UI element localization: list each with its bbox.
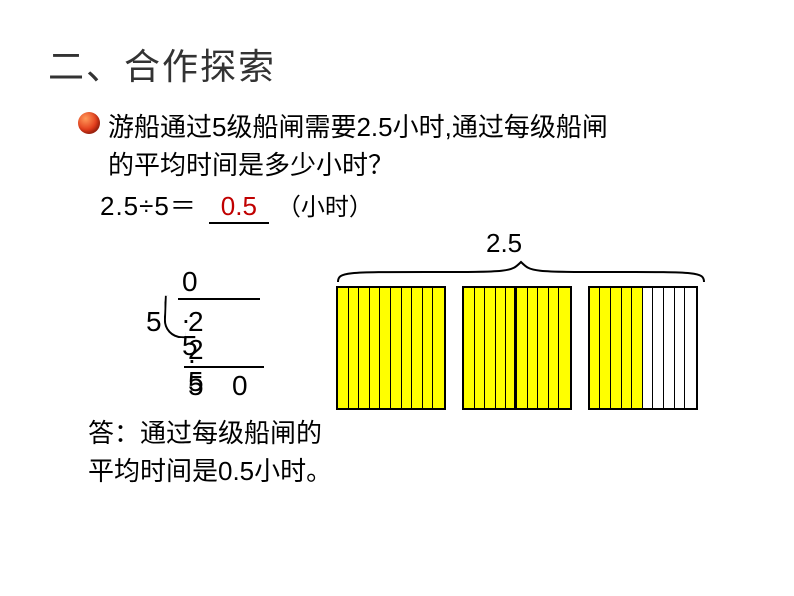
strip [611,288,622,408]
ld-remainder: 0 [232,370,248,402]
answer-text: 答：通过每级船闸的 平均时间是0.5小时。 [88,414,332,490]
strip [622,288,633,408]
strip [423,288,434,408]
answer-line1: 答：通过每级船闸的 [88,418,322,448]
strip [590,288,601,408]
strip [370,288,381,408]
equation-unit: （小时） [277,187,373,222]
block [462,286,572,410]
question-line1: 游船通过5级船闸需要2.5小时,通过每级船闸 [108,112,608,142]
strip [359,288,370,408]
question-text: 游船通过5级船闸需要2.5小时,通过每级船闸 的平均时间是多少小时？ [108,108,608,184]
equation-answer: 0.5 [209,191,269,224]
strip [517,288,528,408]
strip [475,288,486,408]
ld-sub-line [184,366,264,368]
strip [402,288,413,408]
ld-bracket [163,296,186,339]
strip [643,288,654,408]
strip [600,288,611,408]
answer-line2: 平均时间是0.5小时。 [88,456,332,486]
question-line2: 的平均时间是多少小时？ [108,150,394,180]
strip [433,288,444,408]
strip [538,288,549,408]
strip [496,288,507,408]
section-title: 二、合作探索 [48,38,276,90]
strip [464,288,475,408]
strip [412,288,423,408]
ld-quotient-line [178,298,260,300]
block [336,286,446,410]
strip [675,288,686,408]
strip [685,288,696,408]
strip [338,288,349,408]
strip [528,288,539,408]
diagram-label: 2.5 [486,228,522,259]
strip [485,288,496,408]
strip [380,288,391,408]
strip [391,288,402,408]
strip [653,288,664,408]
equation-lhs: 2.5÷5＝ [100,186,197,223]
block [588,286,698,410]
strip [349,288,360,408]
equation: 2.5÷5＝ 0.5 （小时） [100,186,373,224]
ld-divisor: 5 [146,306,162,338]
strip [549,288,560,408]
strip [506,288,517,408]
strip [632,288,643,408]
blocks-container [336,286,698,410]
strip [559,288,570,408]
bullet-icon [78,112,100,134]
brace-icon [336,260,706,284]
strip [664,288,675,408]
